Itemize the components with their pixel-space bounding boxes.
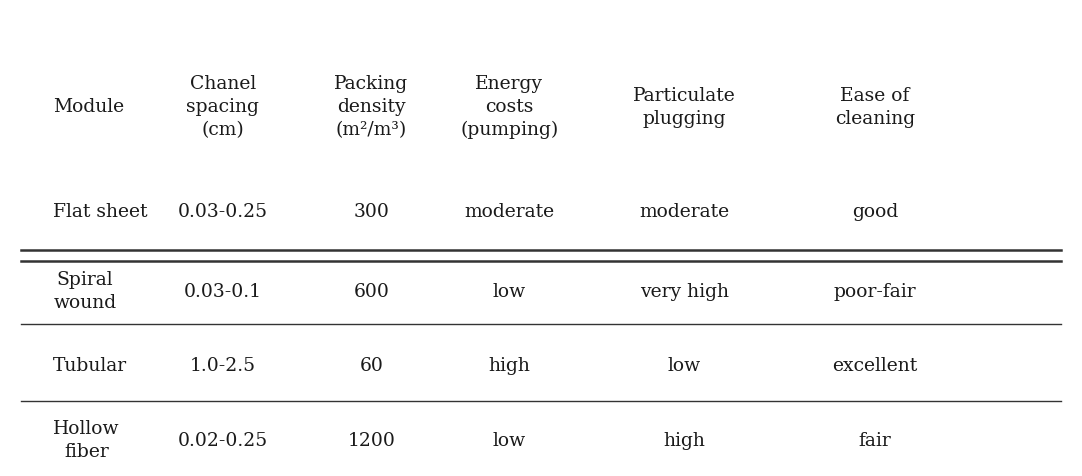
Text: very high: very high [639,283,728,301]
Text: poor-fair: poor-fair [834,283,916,301]
Text: low: low [492,432,526,450]
Text: 0.02-0.25: 0.02-0.25 [177,432,268,450]
Text: Packing
density
(m²/m³): Packing density (m²/m³) [334,76,408,139]
Text: 600: 600 [354,283,390,301]
Text: Particulate
plugging: Particulate plugging [633,87,736,128]
Text: Tubular: Tubular [53,357,128,375]
Text: 1200: 1200 [347,432,395,450]
Text: Chanel
spacing
(cm): Chanel spacing (cm) [186,76,260,139]
Text: 0.03-0.1: 0.03-0.1 [184,283,262,301]
Text: 60: 60 [359,357,383,375]
Text: high: high [488,357,530,375]
Text: 0.03-0.25: 0.03-0.25 [177,203,268,221]
Text: low: low [492,283,526,301]
Text: good: good [852,203,898,221]
Text: 300: 300 [354,203,390,221]
Text: 1.0-2.5: 1.0-2.5 [189,357,256,375]
Text: fair: fair [859,432,892,450]
Text: Energy
costs
(pumping): Energy costs (pumping) [460,75,558,139]
Text: Hollow
fiber: Hollow fiber [53,420,120,461]
Text: Flat sheet: Flat sheet [53,203,148,221]
Text: excellent: excellent [832,357,918,375]
Text: low: low [668,357,701,375]
Text: Spiral
wound: Spiral wound [53,271,117,312]
Text: high: high [663,432,705,450]
Text: Ease of
cleaning: Ease of cleaning [835,87,915,128]
Text: moderate: moderate [639,203,729,221]
Text: Module: Module [53,99,124,117]
Text: moderate: moderate [464,203,554,221]
